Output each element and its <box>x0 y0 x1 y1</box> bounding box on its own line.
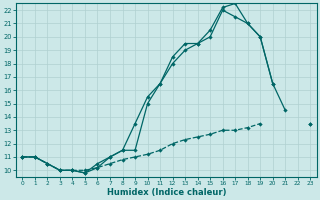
X-axis label: Humidex (Indice chaleur): Humidex (Indice chaleur) <box>107 188 226 197</box>
